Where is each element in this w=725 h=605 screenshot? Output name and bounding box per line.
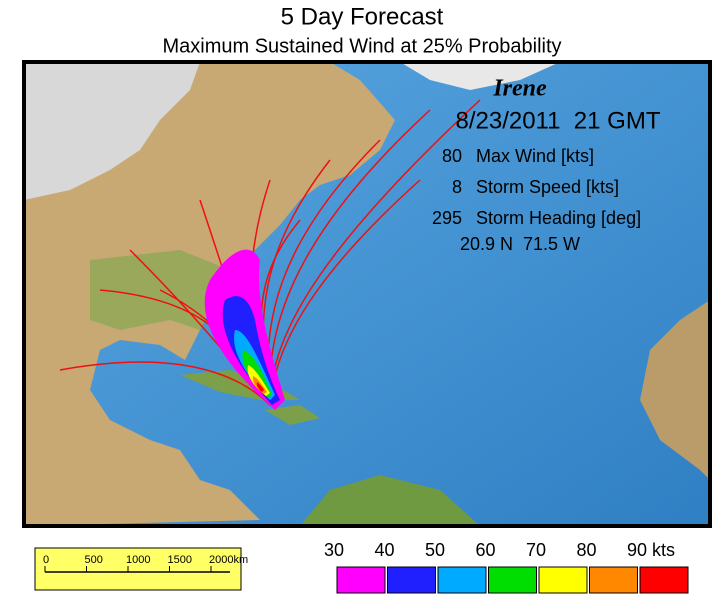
- title: 5 Day Forecast: [281, 3, 444, 30]
- scale-bar: 0 500 1000 1500 2000km: [34, 547, 248, 591]
- legend-swatch: [639, 566, 689, 594]
- legend-tick: 80: [576, 540, 596, 560]
- stat-label: Storm Speed [kts]: [476, 177, 619, 197]
- scale-label: 0: [43, 554, 49, 566]
- legend-swatch: [336, 566, 386, 594]
- storm-position: 20.9 N 71.5 W: [460, 234, 580, 254]
- scale-label: 1000: [126, 554, 150, 566]
- canada-north: [24, 62, 200, 200]
- legend-tick: 50: [425, 540, 445, 560]
- legend-tick: 40: [374, 540, 394, 560]
- map-frame: [22, 60, 712, 528]
- scale-box: [34, 547, 242, 591]
- legend-swatch: [488, 566, 537, 594]
- storm-stats: 80 Max Wind [kts] 8 Storm Speed [kts] 295 Sto…: [432, 146, 641, 228]
- legend-swatch: [437, 566, 487, 594]
- wind-legend: 30 40 50 60 70 80 90 kts: [324, 540, 689, 594]
- greenland: [400, 62, 560, 90]
- storm-date: 8/23/2011 21 GMT: [455, 107, 660, 134]
- south-america: [300, 475, 480, 526]
- legend-tick: 90: [627, 540, 647, 560]
- scale-label: 1500: [168, 554, 192, 566]
- legend-tick: 70: [526, 540, 546, 560]
- legend-swatch: [538, 566, 588, 594]
- stat-value: 8: [452, 177, 462, 197]
- stat-label: Max Wind [kts]: [476, 146, 594, 166]
- scale-label: 500: [85, 554, 103, 566]
- stat-label: Storm Heading [deg]: [476, 208, 641, 228]
- legend-unit: kts: [652, 540, 675, 560]
- map: [22, 60, 712, 528]
- legend-swatch: [589, 566, 638, 594]
- scale-label: 2000km: [209, 554, 248, 566]
- africa: [640, 300, 710, 480]
- legend-tick: 60: [475, 540, 495, 560]
- subtitle: Maximum Sustained Wind at 25% Probabilit…: [162, 35, 561, 57]
- legend-swatch: [387, 566, 436, 594]
- hispaniola: [265, 405, 320, 425]
- storm-name: Irene: [492, 76, 547, 102]
- stat-value: 80: [442, 146, 462, 166]
- stat-value: 295: [432, 208, 462, 228]
- wind-swath: [204, 249, 285, 410]
- legend-tick: 30: [324, 540, 344, 560]
